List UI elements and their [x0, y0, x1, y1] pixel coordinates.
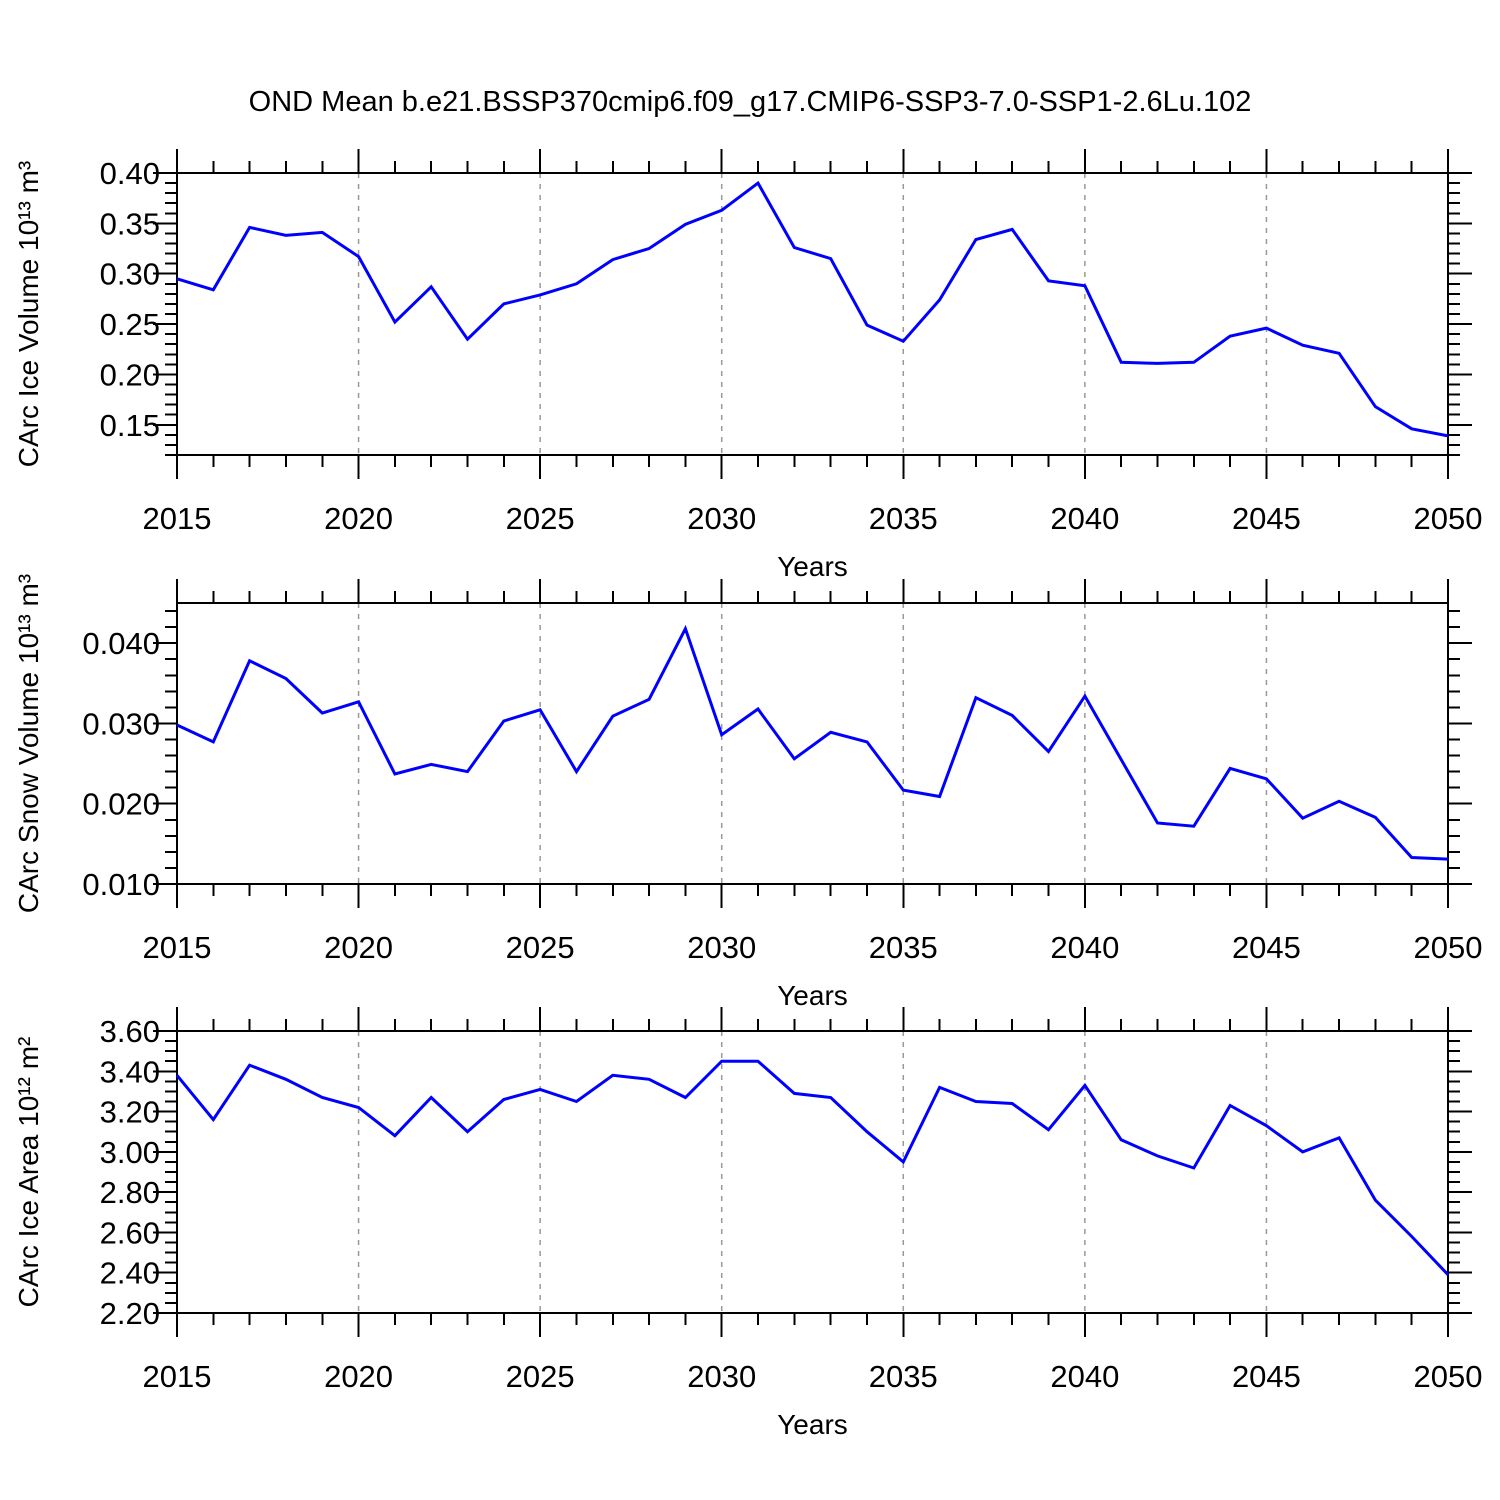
y-tick-label: 3.40	[100, 1054, 160, 1089]
y-tick-label: 0.020	[82, 787, 160, 822]
y-tick-label: 0.040	[82, 626, 160, 661]
y-tick-label: 0.030	[82, 706, 160, 741]
x-tick-label: 2020	[324, 930, 393, 965]
panel-carc-snow-volume: 0.010 0.020 0.030 0.040 2015 2020 2025 2030 2035…	[13, 574, 1482, 1011]
y-tick-label: 0.35	[100, 206, 160, 241]
x-tick-label: 2035	[869, 501, 938, 536]
x-tick-label: 2030	[687, 1359, 756, 1394]
y-tick-label: 0.30	[100, 257, 160, 292]
x-tick-label: 2030	[687, 501, 756, 536]
panel-carc-ice-volume: 0.15 0.20 0.25 0.30 0.35 0.40 2015 2020 2025 2030…	[13, 149, 1482, 582]
x-tick-label: 2020	[324, 501, 393, 536]
x-tick-label: 2040	[1050, 930, 1119, 965]
x-tick-label: 2045	[1232, 930, 1301, 965]
y-axis-title: CArc Snow Volume 10¹³ m³	[13, 574, 44, 913]
carc-snow-volume-line	[176, 624, 1449, 861]
x-tick-label: 2040	[1050, 501, 1119, 536]
x-axis-title: Years	[777, 980, 848, 1011]
y-axis-title: CArc Ice Area 10¹² m²	[13, 1037, 44, 1308]
carc-ice-volume-line	[176, 180, 1449, 438]
x-tick-label: 2045	[1232, 501, 1301, 536]
y-tick-label: 3.20	[100, 1095, 160, 1130]
plot-frame	[176, 1030, 1449, 1314]
plot-frame	[176, 172, 1449, 456]
x-tick-label: 2030	[687, 930, 756, 965]
y-tick-label: 2.40	[100, 1256, 160, 1291]
x-tick-label: 2025	[506, 1359, 575, 1394]
y-tick-label: 0.25	[100, 307, 160, 342]
y-tick-label: 0.40	[100, 156, 160, 191]
x-tick-label: 2015	[143, 501, 212, 536]
y-tick-label: 2.20	[100, 1296, 160, 1331]
y-tick-label: 0.010	[82, 867, 160, 902]
carc-ice-area-line	[175, 1059, 1450, 1276]
x-tick-label: 2020	[324, 1359, 393, 1394]
x-tick-label: 2025	[506, 501, 575, 536]
x-tick-label: 2035	[869, 930, 938, 965]
x-tick-label: 2050	[1414, 501, 1483, 536]
y-tick-label: 3.00	[100, 1135, 160, 1170]
x-tick-label: 2015	[143, 930, 212, 965]
panel-carc-ice-area: 2.20 2.40 2.60 2.80 3.00 3.20 3.40 3.60 2015 2020…	[13, 1007, 1482, 1440]
figure-title: OND Mean b.e21.BSSP370cmip6.f09_g17.CMIP…	[248, 86, 1252, 118]
x-tick-label: 2015	[143, 1359, 212, 1394]
y-tick-label: 0.20	[100, 357, 160, 392]
x-tick-label: 2050	[1414, 1359, 1483, 1394]
x-tick-label: 2035	[869, 1359, 938, 1394]
x-axis-title: Years	[777, 1409, 848, 1440]
y-tick-label: 3.60	[100, 1014, 160, 1049]
y-tick-label: 0.15	[100, 408, 160, 443]
x-axis-title: Years	[777, 551, 848, 582]
y-tick-label: 2.80	[100, 1175, 160, 1210]
y-tick-label: 2.60	[100, 1215, 160, 1250]
plot-frame	[176, 602, 1449, 885]
x-tick-label: 2045	[1232, 1359, 1301, 1394]
x-tick-label: 2040	[1050, 1359, 1119, 1394]
x-tick-label: 2050	[1414, 930, 1483, 965]
y-axis-title: CArc Ice Volume 10¹³ m³	[13, 161, 44, 468]
x-tick-label: 2025	[506, 930, 575, 965]
